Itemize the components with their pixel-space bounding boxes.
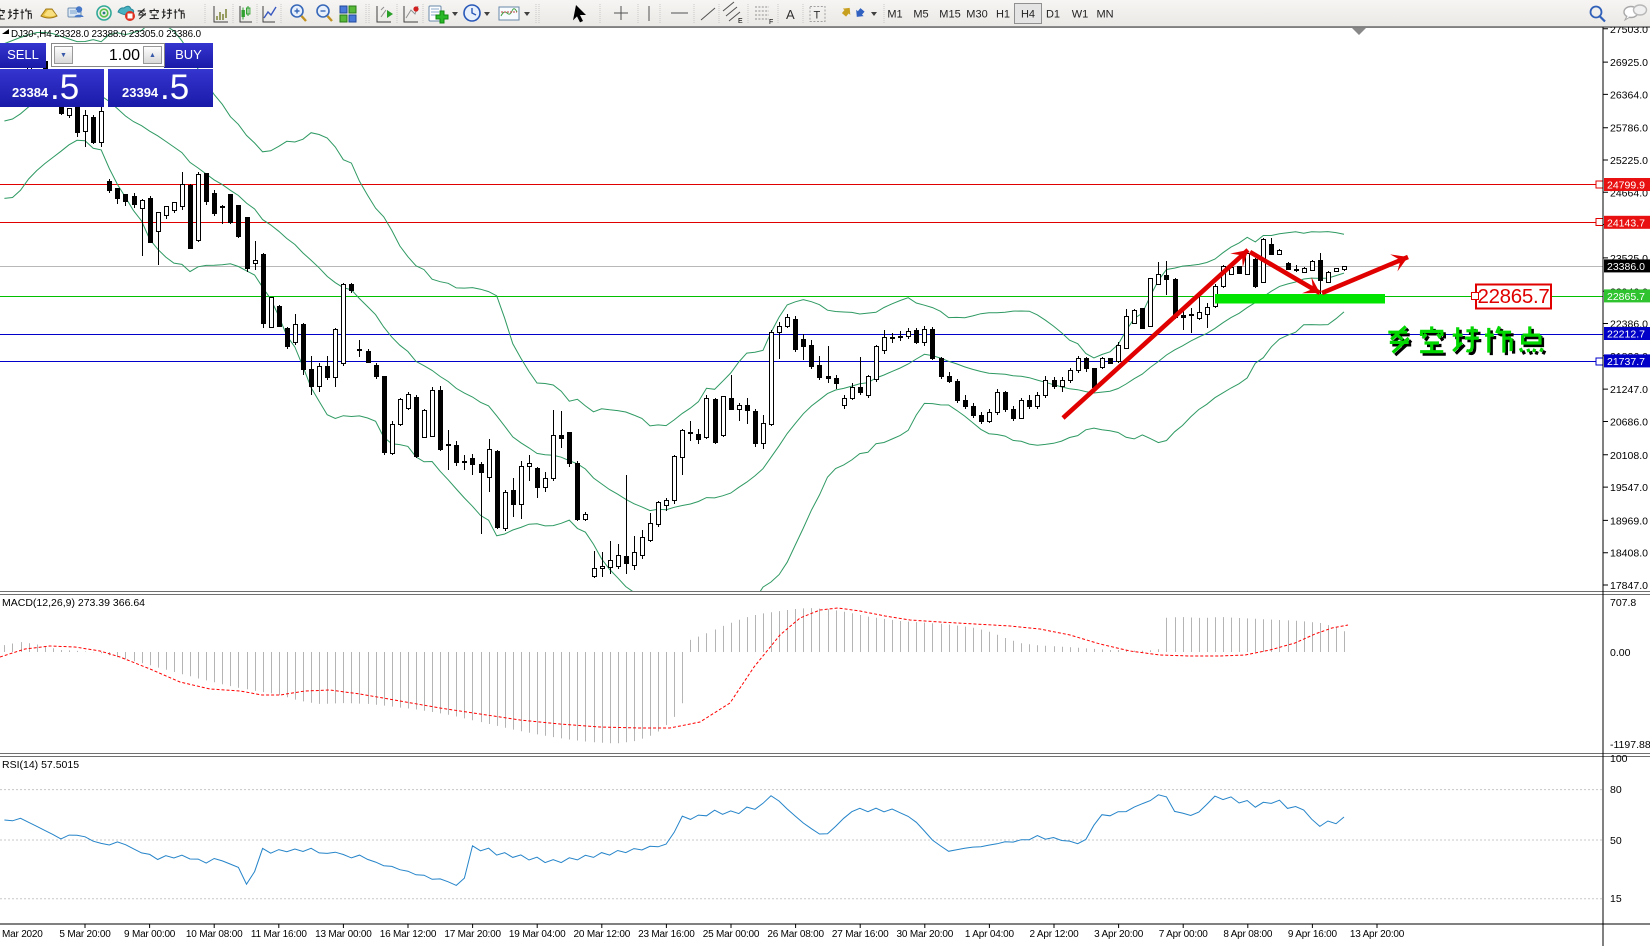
svg-text:T: T [814, 10, 821, 22]
svg-text:21737.7: 21737.7 [1607, 356, 1645, 368]
svg-text:M5: M5 [913, 9, 928, 21]
svg-text:H4: H4 [1021, 9, 1035, 21]
svg-text:16 Mar 12:00: 16 Mar 12:00 [380, 929, 437, 940]
svg-text:M15: M15 [939, 9, 960, 21]
svg-text:26925.0: 26925.0 [1610, 57, 1648, 69]
svg-text:-1197.88: -1197.88 [1610, 739, 1650, 751]
svg-text:20108.0: 20108.0 [1610, 450, 1648, 462]
svg-text:20686.0: 20686.0 [1610, 417, 1648, 429]
svg-text:F: F [769, 19, 773, 26]
svg-text:11 Mar 16:00: 11 Mar 16:00 [251, 929, 307, 940]
svg-text:23386.0: 23386.0 [1607, 261, 1645, 273]
svg-text:80: 80 [1610, 784, 1622, 796]
svg-text:18408.0: 18408.0 [1610, 548, 1648, 560]
svg-text:15: 15 [1610, 893, 1622, 905]
svg-text:13 Mar 00:00: 13 Mar 00:00 [315, 929, 372, 940]
svg-text:24799.9: 24799.9 [1607, 180, 1645, 192]
svg-text:MACD(12,26,9) 273.39 366.64: MACD(12,26,9) 273.39 366.64 [2, 597, 145, 609]
svg-text:50: 50 [1610, 835, 1622, 847]
svg-text:A: A [786, 7, 795, 22]
svg-text:RSI(14) 57.5015: RSI(14) 57.5015 [2, 759, 79, 771]
svg-text:9 Mar 00:00: 9 Mar 00:00 [124, 929, 176, 940]
svg-text:19 Mar 04:00: 19 Mar 04:00 [509, 929, 566, 940]
svg-text:10 Mar 08:00: 10 Mar 08:00 [186, 929, 243, 940]
svg-text:2 Apr 12:00: 2 Apr 12:00 [1030, 929, 1080, 940]
svg-text:MN: MN [1096, 9, 1113, 21]
svg-text:25225.0: 25225.0 [1610, 155, 1648, 167]
svg-text:18969.0: 18969.0 [1610, 515, 1648, 527]
svg-text:21247.0: 21247.0 [1610, 384, 1648, 396]
svg-text:707.8: 707.8 [1610, 597, 1636, 609]
svg-text:25 Mar 00:00: 25 Mar 00:00 [703, 929, 760, 940]
svg-text:3 Apr 20:00: 3 Apr 20:00 [1094, 929, 1144, 940]
svg-text:22865.7: 22865.7 [1607, 291, 1645, 303]
svg-text:22865.7: 22865.7 [1477, 285, 1549, 308]
svg-text:D1: D1 [1046, 9, 1060, 21]
svg-text:M30: M30 [966, 9, 987, 21]
svg-text:DJ30-,H4 23328.0 23388.0 2330: DJ30-,H4 23328.0 23388.0 23305.0 23386.0 [11, 29, 202, 40]
svg-text:19547.0: 19547.0 [1610, 482, 1648, 494]
svg-text:22212.7: 22212.7 [1607, 329, 1645, 341]
svg-text:M1: M1 [887, 9, 902, 21]
svg-text:20 Mar 12:00: 20 Mar 12:00 [574, 929, 631, 940]
svg-text:7 Apr 00:00: 7 Apr 00:00 [1159, 929, 1209, 940]
svg-text:1 Apr 04:00: 1 Apr 04:00 [965, 929, 1015, 940]
svg-text:E: E [738, 18, 743, 25]
svg-text:8 Apr 08:00: 8 Apr 08:00 [1223, 929, 1273, 940]
svg-text:9 Apr 16:00: 9 Apr 16:00 [1288, 929, 1338, 940]
svg-text:17 Mar 20:00: 17 Mar 20:00 [444, 929, 501, 940]
svg-text:26 Mar 08:00: 26 Mar 08:00 [767, 929, 824, 940]
svg-text:Mar 2020: Mar 2020 [2, 929, 43, 940]
svg-text:24143.7: 24143.7 [1607, 217, 1645, 229]
svg-text:26364.0: 26364.0 [1610, 89, 1648, 101]
svg-text:100: 100 [1610, 753, 1628, 765]
svg-text:30 Mar 20:00: 30 Mar 20:00 [897, 929, 954, 940]
svg-text:0.00: 0.00 [1610, 647, 1631, 659]
svg-text:25786.0: 25786.0 [1610, 123, 1648, 135]
svg-text:H1: H1 [996, 9, 1010, 21]
svg-text:17847.0: 17847.0 [1610, 580, 1648, 592]
svg-text:5 Mar 20:00: 5 Mar 20:00 [59, 929, 111, 940]
svg-text:13 Apr 20:00: 13 Apr 20:00 [1350, 929, 1405, 940]
svg-text:23 Mar 16:00: 23 Mar 16:00 [638, 929, 695, 940]
svg-text:W1: W1 [1072, 9, 1089, 21]
svg-text:27 Mar 16:00: 27 Mar 16:00 [832, 929, 889, 940]
